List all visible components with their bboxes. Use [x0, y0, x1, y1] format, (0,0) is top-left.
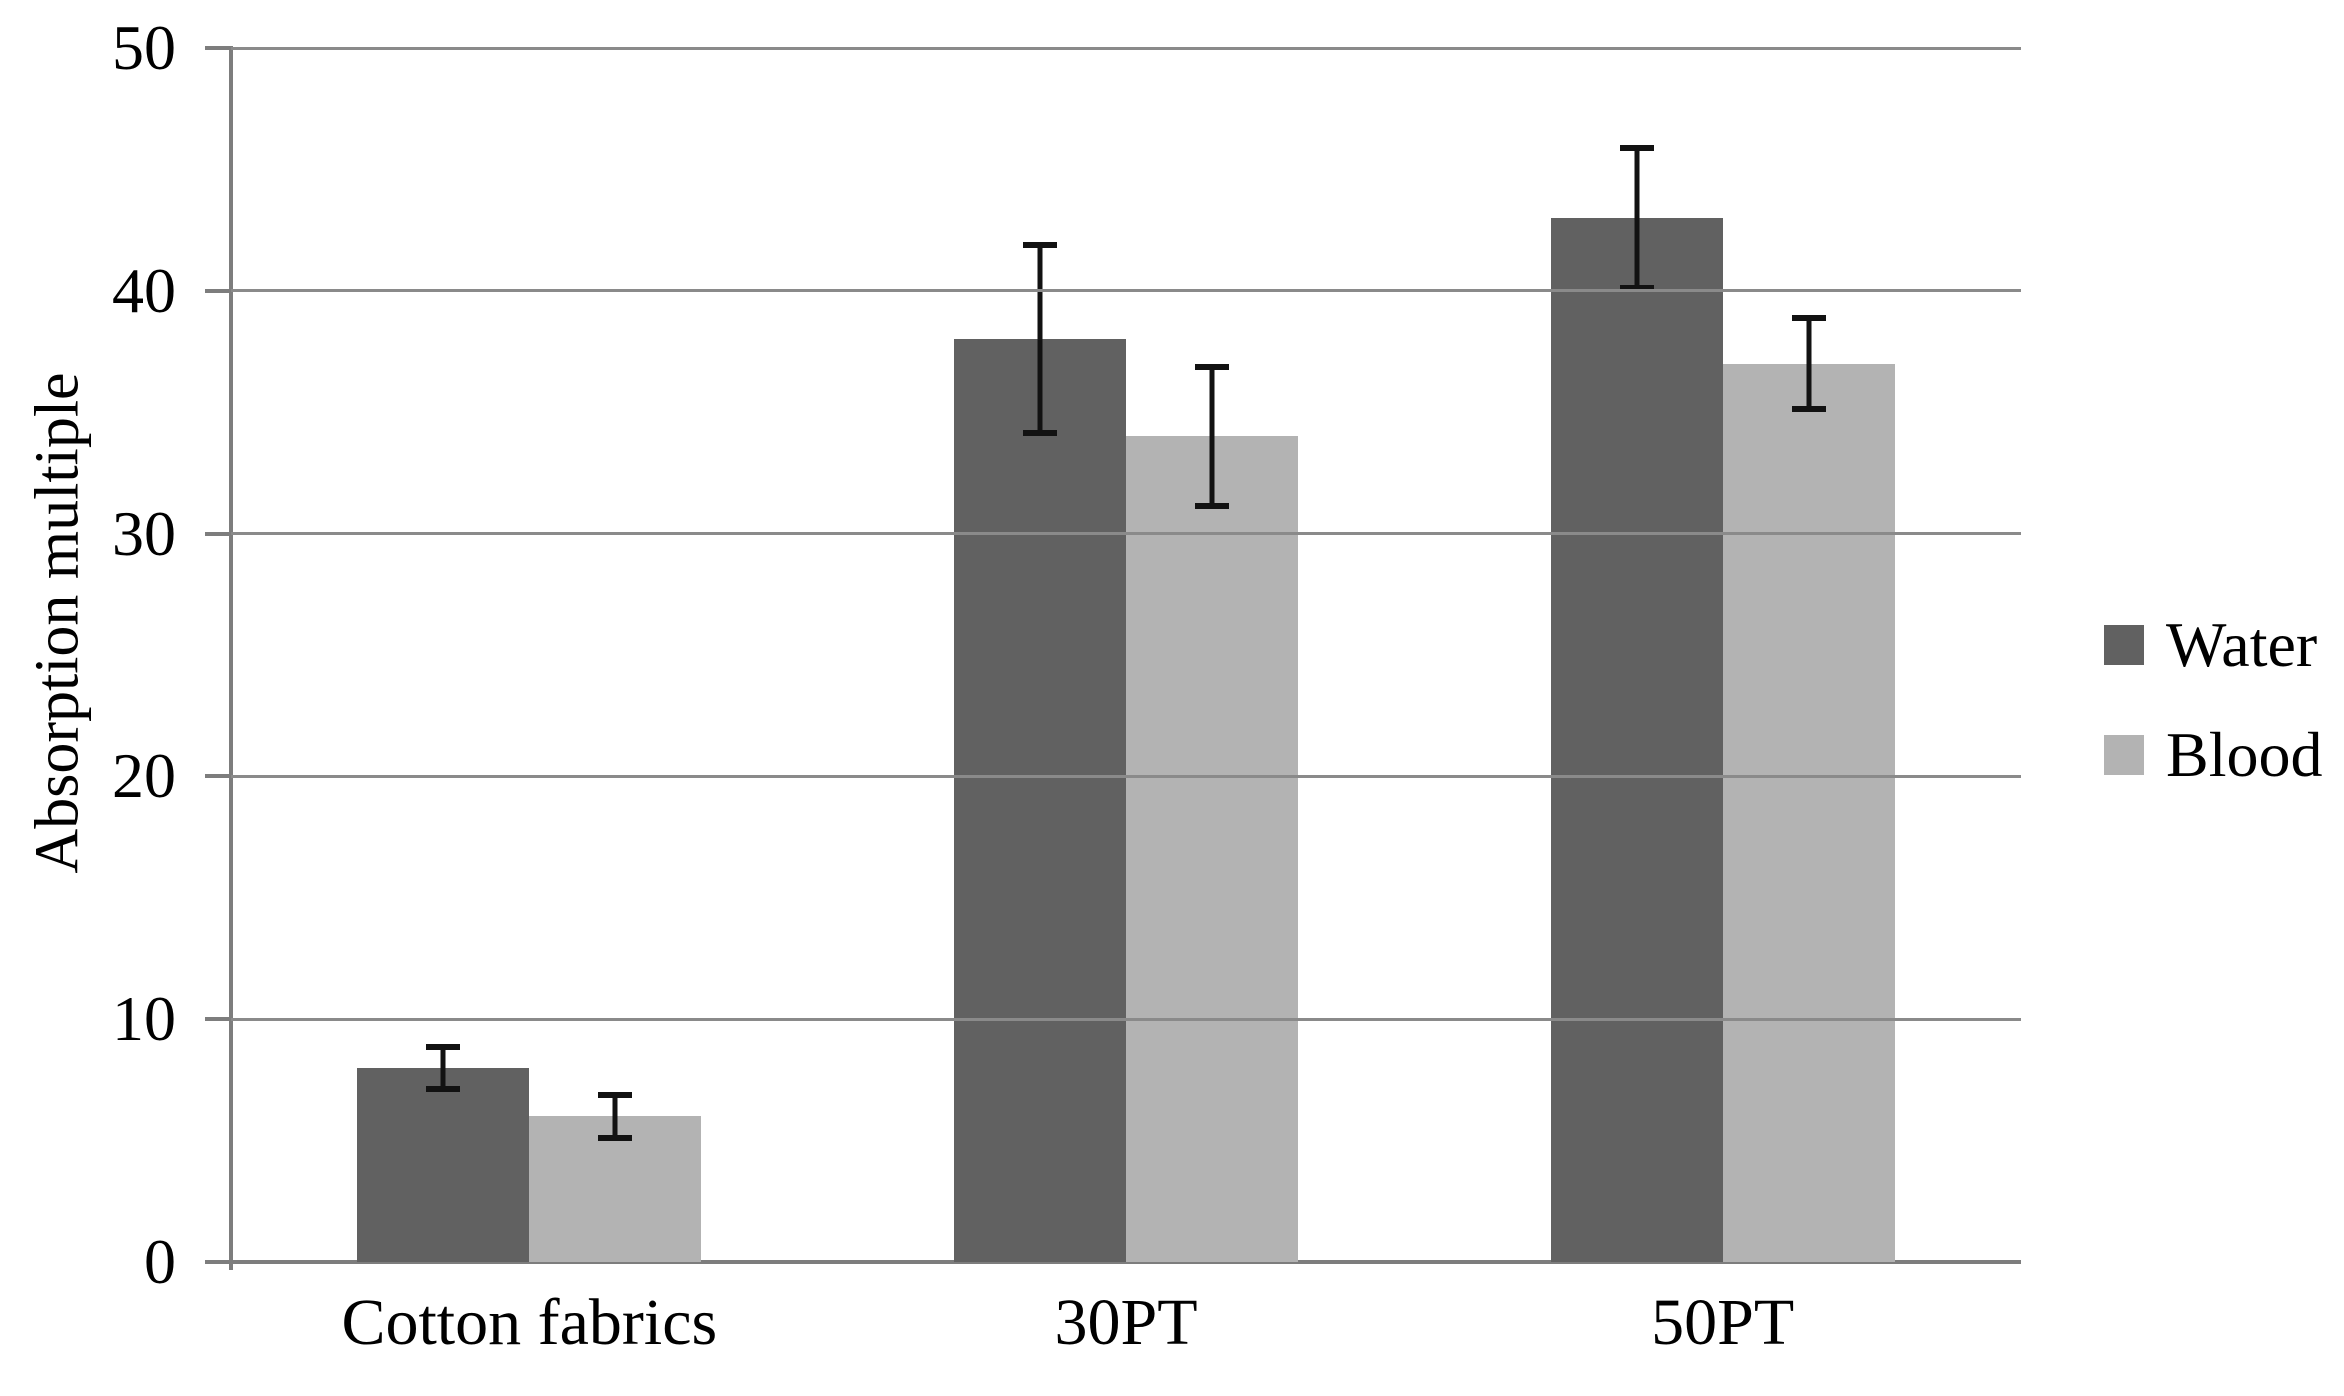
error-bar-cap-bottom [1023, 430, 1057, 437]
gridline-50 [231, 46, 2021, 50]
bar-blood-30pt [1126, 363, 1298, 1262]
gridline-40 [231, 289, 2021, 293]
gridline-30 [231, 532, 2021, 536]
error-bar-cap-top [1619, 145, 1654, 152]
y-axis-line [229, 46, 233, 1270]
y-tick-50 [205, 46, 229, 50]
bar-group-30pt [828, 48, 1425, 1262]
bar-blood-50pt [1722, 315, 1895, 1262]
error-bar-water-30pt [1023, 242, 1057, 437]
error-bar-cap-bottom [1195, 503, 1229, 510]
y-tick-label-40: 40 [112, 254, 176, 326]
error-bar-line [440, 1043, 446, 1093]
plot-area: 0 10 20 30 40 50 [112, 15, 2021, 1295]
error-bar-blood-cotton-fabrics [598, 1092, 633, 1141]
bar-blood-cotton-fabrics [529, 1092, 702, 1262]
legend-item-blood: Blood [2104, 718, 2322, 792]
legend-label-water: Water [2166, 609, 2318, 680]
bar-group-cotton-fabrics [231, 48, 828, 1262]
error-bar-blood-50pt [1791, 315, 1826, 413]
bar-groups [231, 48, 2021, 1262]
bar-water-30pt [954, 242, 1126, 1262]
legend-item-water: Water [2104, 608, 2322, 682]
legend-swatch-blood [2104, 735, 2144, 775]
y-tick-label-20: 20 [112, 740, 176, 812]
y-tick-label-30: 30 [112, 497, 176, 569]
error-bar-cap-top [426, 1043, 461, 1050]
legend-label-blood: Blood [2166, 719, 2323, 790]
legend-swatch-water [2104, 625, 2144, 665]
error-bar-blood-30pt [1195, 363, 1229, 510]
x-axis-line [205, 1260, 2021, 1264]
error-bar-cap-top [598, 1092, 633, 1099]
y-tick-label-0: 0 [144, 1226, 176, 1297]
y-tick-20 [205, 774, 229, 779]
gridline-10 [231, 1017, 2021, 1021]
y-tick-30 [205, 531, 229, 536]
error-bar-cap-top [1195, 363, 1229, 370]
error-bar-line [1634, 145, 1640, 291]
error-bar-cap-bottom [426, 1086, 461, 1093]
y-tick-label-10: 10 [112, 983, 176, 1055]
error-bar-line [1806, 315, 1812, 413]
error-bar-cap-top [1791, 315, 1826, 322]
y-tick-0 [205, 1260, 229, 1264]
bar-water-50pt [1550, 145, 1723, 1262]
error-bar-line [1037, 242, 1043, 437]
y-tick-10 [205, 1017, 229, 1022]
error-bar-water-cotton-fabrics [426, 1043, 461, 1093]
error-bar-water-50pt [1619, 145, 1654, 291]
x-axis-label-cotton-fabrics: Cotton fabrics [341, 1286, 718, 1359]
error-bar-line [1209, 363, 1215, 510]
error-bar-cap-bottom [598, 1134, 633, 1141]
y-tick-40 [205, 288, 229, 293]
error-bar-cap-bottom [1619, 284, 1654, 291]
x-axis-label-50pt: 50PT [1651, 1286, 1795, 1359]
x-axis-labels: Cotton fabrics 30PT 50PT [231, 1288, 2021, 1358]
x-axis-label-30pt: 30PT [1054, 1286, 1198, 1359]
error-bar-line [612, 1092, 618, 1141]
legend: Water Blood [2104, 608, 2322, 792]
bar-group-50pt [1424, 48, 2021, 1262]
bar-water-cotton-fabrics [357, 1043, 530, 1262]
gridline-20 [231, 774, 2021, 778]
error-bar-cap-top [1023, 242, 1057, 249]
y-tick-label-50: 50 [112, 12, 176, 83]
error-bar-cap-bottom [1791, 406, 1826, 413]
